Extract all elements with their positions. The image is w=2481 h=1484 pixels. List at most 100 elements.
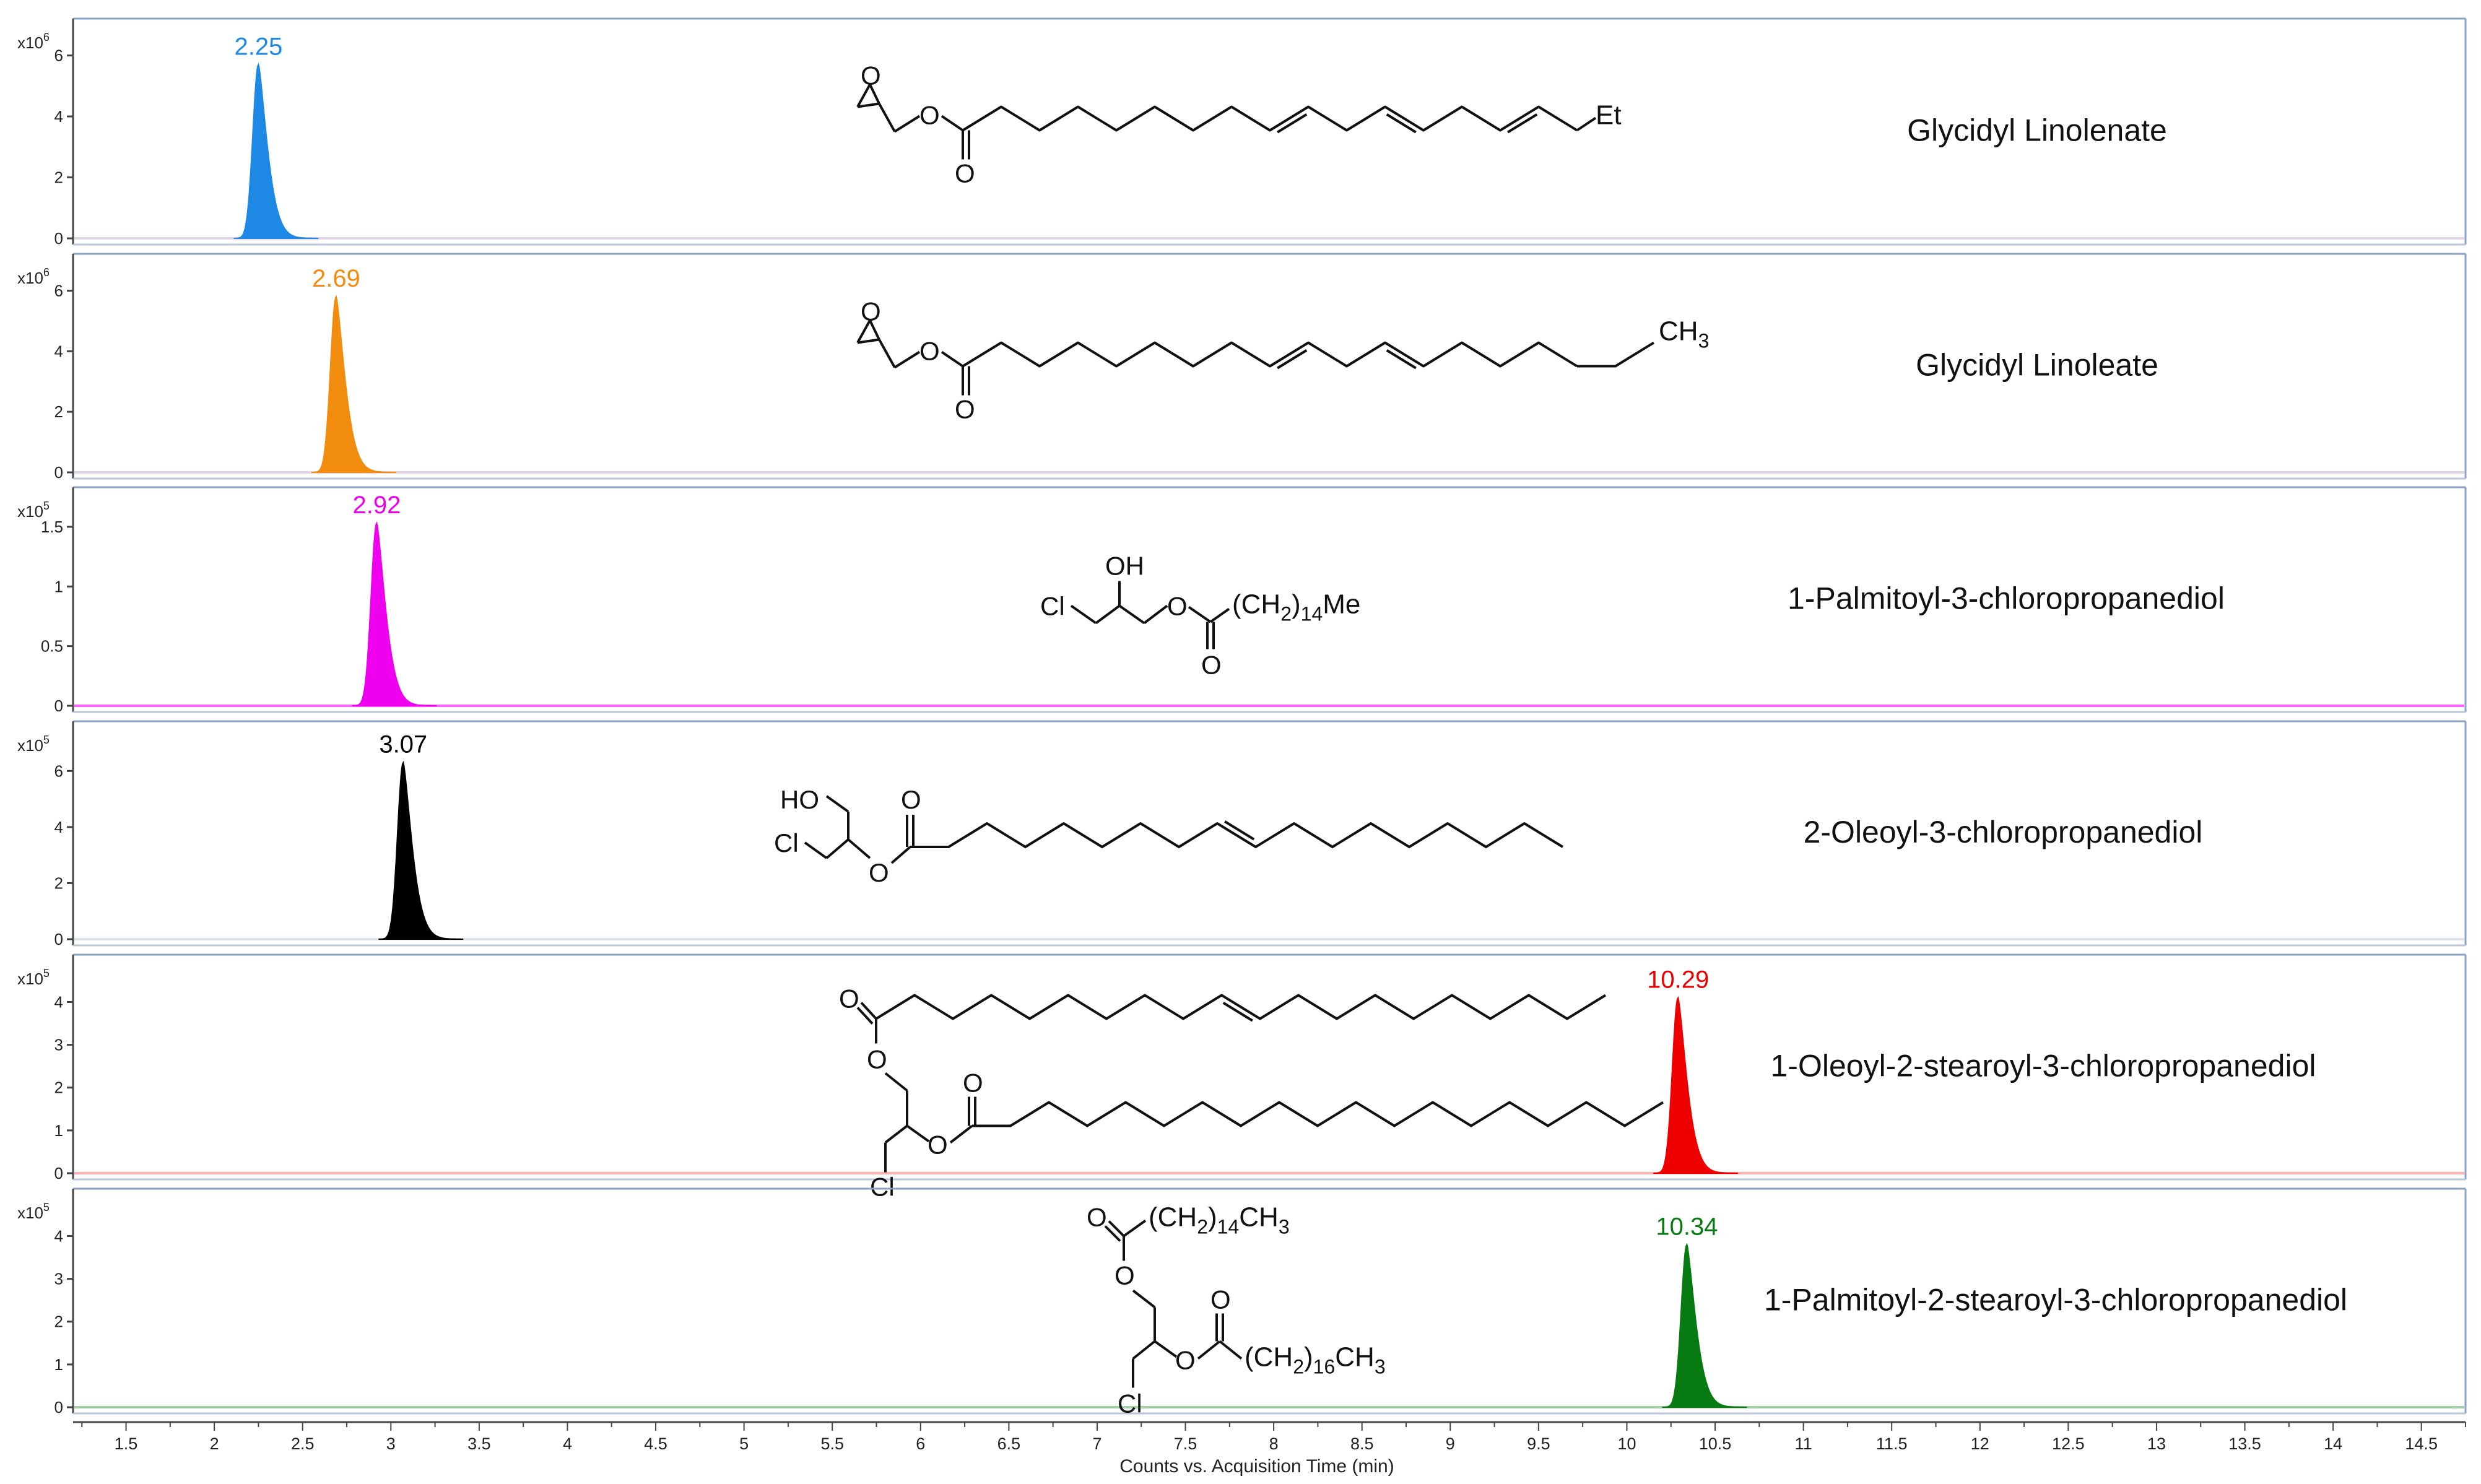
y-scale-exponent: 6	[43, 266, 50, 279]
structure-bond	[941, 115, 964, 132]
peak-retention-label: 10.29	[1647, 966, 1709, 994]
x-tick-label: 14	[2324, 1434, 2342, 1453]
structure-bond	[1132, 1289, 1156, 1309]
structure-bond	[906, 1124, 930, 1143]
formula-part: (CH	[1149, 1202, 1197, 1233]
structure-bond	[1219, 1340, 1243, 1360]
y-tick-label: 1	[54, 1355, 63, 1374]
structure-bond	[1132, 1340, 1156, 1360]
y-tick-label: 2	[54, 1313, 63, 1331]
epoxide-bond	[869, 84, 880, 105]
structure-bond	[941, 350, 964, 368]
structure-bond	[804, 841, 828, 859]
chromatogram-peak	[352, 521, 437, 706]
chlorine-label: Cl	[774, 828, 799, 857]
y-scale-base: x10	[17, 502, 43, 521]
x-tick-label: 6	[916, 1434, 925, 1453]
y-scale-label: x106	[17, 31, 50, 52]
epoxide-bond	[856, 319, 871, 344]
chain-formula-part: 2	[1280, 603, 1292, 625]
epoxide-oxygen: O	[861, 297, 881, 326]
compound-name: 2-Oleoyl-3-chloropropanediol	[1804, 815, 2203, 849]
structure-bond	[1095, 604, 1121, 625]
y-tick-label: 0	[54, 696, 63, 715]
double-bond	[1277, 113, 1308, 134]
formula-part: 2	[1293, 1356, 1304, 1378]
structure-bond	[825, 838, 849, 859]
chain-end-label: CH3	[1659, 316, 1709, 352]
y-tick-label: 0	[54, 463, 63, 482]
epoxide-bond	[857, 338, 880, 344]
formula-part: )	[1208, 1202, 1217, 1233]
structure-bond	[893, 350, 921, 369]
peak-retention-label: 2.92	[353, 492, 401, 519]
y-scale-base: x10	[17, 269, 43, 287]
y-tick-label: 2	[54, 874, 63, 892]
double-bond	[1222, 1002, 1253, 1022]
palmitoyl-formula: (CH2)14CH3	[1149, 1202, 1290, 1238]
y-scale-base: x10	[17, 1204, 43, 1222]
structure-bond	[1154, 1340, 1178, 1358]
structure-bond	[1209, 607, 1230, 623]
epoxide-oxygen: O	[861, 61, 881, 90]
x-tick-label: 1.5	[115, 1434, 138, 1453]
y-tick-label: 1	[54, 577, 63, 596]
x-tick-label: 12	[1971, 1434, 1989, 1453]
x-tick-label: 7	[1092, 1434, 1101, 1453]
carbonyl-bond	[860, 1002, 877, 1020]
fatty-acid-chain	[910, 822, 1564, 848]
x-tick-label: 8	[1269, 1434, 1279, 1453]
y-tick-label: 6	[54, 46, 63, 65]
ester-oxygen-label: O	[1167, 592, 1188, 621]
y-tick-label: 3	[54, 1270, 63, 1288]
chromatogram-panel: x105 0 2 4 6 3.07 2-Oleoyl-3-chloropropanediol…	[17, 720, 2467, 948]
structure-bond	[1070, 604, 1097, 625]
x-tick-label: 3	[386, 1434, 396, 1453]
x-tick-label: 10	[1617, 1434, 1636, 1453]
x-axis: 1.5 2 2.5 3 3.5 4 4.5 5 5.5 6 6.5 7 7.5 8 8.5 9 9.5 10 10.…	[73, 1421, 2466, 1453]
y-scale-exponent: 5	[43, 967, 50, 979]
peak-retention-label: 3.07	[379, 731, 427, 758]
structure-bond	[878, 103, 896, 132]
y-scale-label: x105	[17, 734, 50, 755]
formula-part: 2	[1197, 1216, 1208, 1238]
compound-name: 1-Palmitoyl-3-chloropropanediol	[1788, 581, 2225, 616]
structure-bond	[949, 1124, 973, 1144]
structure-bond	[884, 1072, 908, 1092]
chromatogram-peak	[1653, 996, 1739, 1174]
chromatogram-peak	[378, 760, 464, 940]
chain-formula-part: 14	[1301, 603, 1323, 625]
double-bond	[1277, 349, 1308, 370]
stearoyl-formula: (CH2)16CH3	[1245, 1342, 1386, 1378]
chain-end-label: Et	[1596, 100, 1622, 131]
chlorine-label: Cl	[1118, 1389, 1142, 1418]
structure-bond	[1143, 604, 1168, 625]
x-tick-label: 2.5	[291, 1434, 315, 1453]
x-tick-label: 8.5	[1350, 1434, 1374, 1453]
carbonyl-bond	[1104, 1225, 1121, 1242]
y-scale-base: x10	[17, 33, 43, 52]
y-tick-label: 4	[54, 992, 63, 1011]
oleoyl-chain	[875, 994, 1607, 1020]
structure-bond	[890, 846, 911, 864]
compound-name: 1-Palmitoyl-2-stearoyl-3-chloropropanedi…	[1764, 1283, 2347, 1317]
epoxide-bond	[869, 319, 880, 341]
chromatogram-peak	[233, 63, 319, 239]
fatty-acid-chain	[962, 105, 1578, 132]
x-tick-label: 13.5	[2228, 1434, 2261, 1453]
x-tick-label: 4	[563, 1434, 572, 1453]
y-tick-label: 2	[54, 168, 63, 187]
structure-bond	[1123, 1219, 1147, 1238]
y-scale-label: x105	[17, 1201, 50, 1222]
formula-part: 3	[1279, 1216, 1290, 1238]
y-scale-exponent: 5	[43, 1201, 50, 1213]
structure-bond	[1197, 1340, 1221, 1360]
chemical-structure: Cl OH O O (CH2)14Me	[1040, 552, 1360, 680]
ester-oxygen-label: O	[919, 337, 940, 366]
chromatogram-panel: x105 0 1 2 3 4 10.34 1-Palmitoyl-2-stearoyl-3-c…	[17, 1187, 2467, 1418]
structure-bond	[847, 838, 871, 859]
peak-retention-label: 2.25	[234, 33, 282, 60]
